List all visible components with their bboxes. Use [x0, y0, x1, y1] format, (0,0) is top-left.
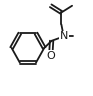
Text: N: N [60, 31, 68, 41]
Text: O: O [46, 51, 55, 61]
